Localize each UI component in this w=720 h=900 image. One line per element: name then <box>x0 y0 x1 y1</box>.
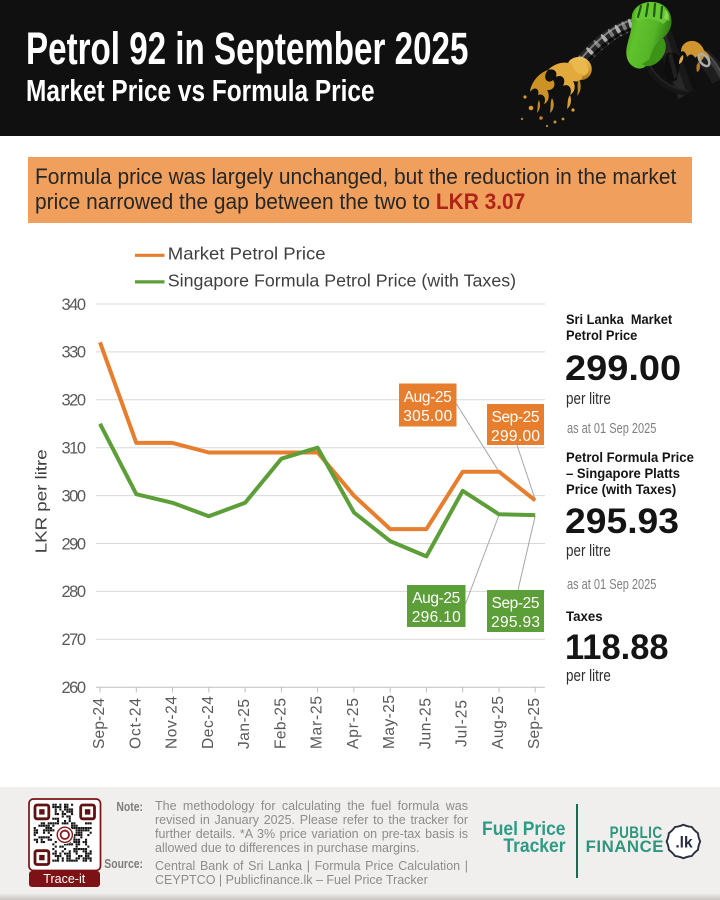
svg-text:Feb-25: Feb-25 <box>272 698 289 749</box>
svg-text:Sep-25: Sep-25 <box>492 409 540 426</box>
svg-text:Oct-24: Oct-24 <box>127 698 144 749</box>
svg-text:Sep-24: Sep-24 <box>91 698 108 749</box>
svg-text:Jan-25: Jan-25 <box>236 699 253 749</box>
svg-text:Aug-25: Aug-25 <box>412 590 460 607</box>
svg-text:260: 260 <box>62 679 87 697</box>
svg-text:296.10: 296.10 <box>412 609 461 626</box>
svg-text:Dec-24: Dec-24 <box>200 696 217 749</box>
svg-text:Jul-25: Jul-25 <box>454 700 471 747</box>
svg-text:Market Petrol Price: Market Petrol Price <box>168 244 326 264</box>
svg-text:Sep-25: Sep-25 <box>526 698 543 749</box>
svg-text:310: 310 <box>62 440 87 458</box>
svg-text:305.00: 305.00 <box>403 408 452 425</box>
svg-text:Sep-25: Sep-25 <box>492 595 540 612</box>
svg-text:Aug-25: Aug-25 <box>490 696 507 749</box>
svg-text:May-25: May-25 <box>381 695 398 749</box>
svg-text:299.00: 299.00 <box>491 428 540 445</box>
svg-text:330: 330 <box>62 344 87 362</box>
svg-text:Singapore Formula Petrol Price: Singapore Formula Petrol Price (with Tax… <box>168 270 516 290</box>
svg-text:Aug-25: Aug-25 <box>404 389 452 406</box>
svg-text:300: 300 <box>62 487 87 505</box>
svg-text:290: 290 <box>62 535 87 553</box>
svg-text:295.93: 295.93 <box>491 614 540 631</box>
svg-text:320: 320 <box>62 392 87 410</box>
svg-text:Nov-24: Nov-24 <box>164 696 181 749</box>
svg-text:280: 280 <box>62 583 87 601</box>
svg-text:.lk: .lk <box>675 834 693 851</box>
svg-text:Mar-25: Mar-25 <box>309 696 326 749</box>
svg-text:Jun-25: Jun-25 <box>417 698 434 749</box>
svg-text:340: 340 <box>62 296 87 314</box>
svg-text:270: 270 <box>62 631 87 649</box>
svg-text:Apr-25: Apr-25 <box>345 698 362 749</box>
svg-text:LKR per litre: LKR per litre <box>34 449 51 553</box>
